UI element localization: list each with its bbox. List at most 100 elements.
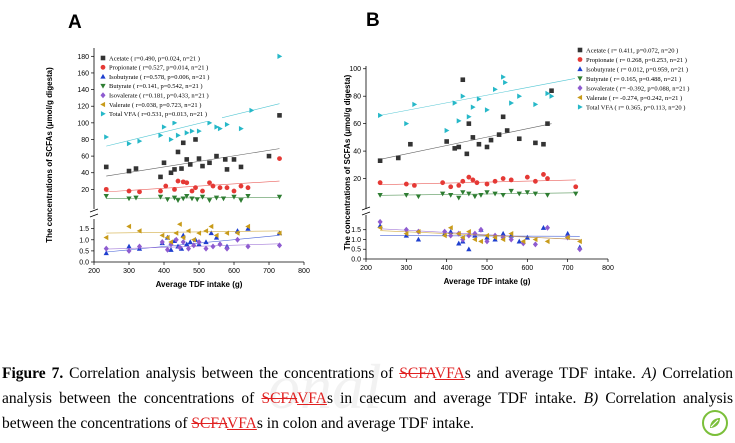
legend-label: Acetate ( r=0.490, p=0.024, n=21 ) bbox=[109, 55, 200, 62]
data-point bbox=[460, 93, 466, 99]
data-point bbox=[517, 93, 523, 99]
data-point bbox=[377, 225, 383, 231]
data-point bbox=[516, 191, 522, 197]
series-isovalerate bbox=[103, 236, 283, 254]
legend-marker bbox=[577, 47, 583, 53]
data-point bbox=[164, 234, 170, 241]
data-point bbox=[466, 232, 472, 239]
data-point bbox=[456, 118, 462, 124]
data-point bbox=[474, 180, 480, 186]
chart-panel-b: B 200 300 400 500 600 700 800 20 40 60 80 100 0.0 0.5 1… bbox=[343, 10, 733, 286]
x-tick-label: 500 bbox=[481, 265, 493, 272]
data-point bbox=[444, 139, 449, 144]
axis-break-mark bbox=[89, 213, 99, 218]
data-point bbox=[193, 185, 198, 191]
data-point bbox=[234, 230, 240, 236]
figure-caption: Figure 7. Correlation analysis between t… bbox=[2, 361, 733, 436]
data-point bbox=[533, 101, 539, 108]
data-point bbox=[158, 188, 163, 194]
x-tick-label: 800 bbox=[602, 265, 614, 272]
y-tick-label: 0.0 bbox=[79, 260, 89, 267]
data-point bbox=[224, 230, 230, 236]
data-point bbox=[180, 239, 186, 245]
data-point bbox=[577, 246, 583, 253]
y-tick-label: 0.5 bbox=[79, 248, 89, 255]
legend-label: Total VFA ( r= 0.365, p=0.113, n=20 ) bbox=[586, 104, 685, 111]
data-point bbox=[484, 144, 490, 150]
data-point bbox=[439, 191, 446, 197]
data-point bbox=[210, 183, 216, 189]
caption-figure-label: Figure 7. bbox=[2, 365, 64, 382]
caption-panel-a-marker: A) bbox=[641, 365, 657, 382]
legend-marker bbox=[577, 94, 583, 101]
fit-line bbox=[380, 123, 552, 160]
data-point bbox=[484, 181, 490, 187]
data-point bbox=[403, 232, 409, 238]
data-point bbox=[466, 114, 472, 120]
data-point bbox=[168, 247, 174, 252]
data-point bbox=[187, 162, 193, 167]
data-point bbox=[492, 234, 498, 241]
data-point bbox=[180, 196, 186, 202]
data-point bbox=[126, 168, 132, 174]
legend-marker bbox=[100, 55, 106, 61]
data-point bbox=[516, 238, 522, 244]
data-point bbox=[206, 198, 213, 203]
data-point bbox=[245, 225, 251, 231]
data-point bbox=[103, 186, 109, 192]
data-point bbox=[509, 100, 514, 106]
data-point bbox=[238, 198, 244, 203]
data-point bbox=[549, 93, 555, 99]
data-point bbox=[189, 188, 195, 194]
series-valerate bbox=[377, 225, 582, 245]
data-point bbox=[203, 228, 209, 234]
y-tick-label: 60 bbox=[353, 121, 361, 128]
data-point bbox=[210, 243, 216, 250]
data-point bbox=[503, 79, 508, 86]
data-point bbox=[168, 241, 174, 248]
data-point bbox=[175, 198, 181, 203]
caption-text: Correlation analysis between the concent… bbox=[63, 365, 400, 382]
y-tick-label: 180 bbox=[77, 54, 89, 61]
caption-text: s in colon and average TDF intake. bbox=[256, 415, 474, 432]
data-point bbox=[466, 191, 472, 197]
y-tick-label: 140 bbox=[77, 87, 89, 94]
data-point bbox=[403, 226, 409, 233]
y-tick-label: 20 bbox=[353, 176, 361, 183]
data-point bbox=[415, 194, 422, 200]
y-tick-label: 1.5 bbox=[351, 227, 361, 234]
legend-label: Isobutyrate ( r= 0.012, p=0.959, n=21 ) bbox=[586, 66, 688, 73]
data-point bbox=[460, 236, 466, 243]
data-point bbox=[224, 121, 230, 128]
y-tick-label: 60 bbox=[81, 154, 89, 161]
data-point bbox=[175, 178, 181, 184]
legend-label: Butyrate ( r= 0.165, p=0.488, n=21 ) bbox=[586, 76, 681, 83]
data-point bbox=[500, 192, 506, 198]
legend-label: Isovalerate ( r= -0.392, p=0.088, n=21 ) bbox=[586, 85, 689, 92]
series-propionate bbox=[103, 156, 282, 195]
data-point bbox=[456, 183, 462, 188]
data-point bbox=[238, 183, 244, 189]
x-tick-label: 300 bbox=[123, 268, 135, 275]
data-point bbox=[224, 185, 230, 191]
data-point bbox=[441, 232, 447, 239]
x-tick-label: 400 bbox=[158, 268, 170, 275]
data-point bbox=[415, 236, 422, 242]
legend-box bbox=[575, 44, 733, 115]
legend-marker bbox=[577, 57, 583, 62]
data-point bbox=[175, 149, 181, 155]
legend-marker bbox=[577, 76, 583, 82]
data-point bbox=[172, 167, 177, 172]
data-point bbox=[214, 153, 219, 159]
data-point bbox=[452, 100, 458, 106]
data-point bbox=[484, 238, 490, 245]
caption-text: s and average TDF intake. bbox=[464, 365, 642, 382]
data-point bbox=[573, 184, 579, 190]
data-point bbox=[448, 184, 454, 190]
y-tick-label: 1.0 bbox=[79, 237, 89, 244]
y-tick-label: 0.5 bbox=[351, 247, 361, 254]
data-point bbox=[544, 224, 551, 231]
data-point bbox=[213, 232, 219, 238]
data-point bbox=[545, 176, 550, 181]
data-point bbox=[196, 230, 202, 236]
